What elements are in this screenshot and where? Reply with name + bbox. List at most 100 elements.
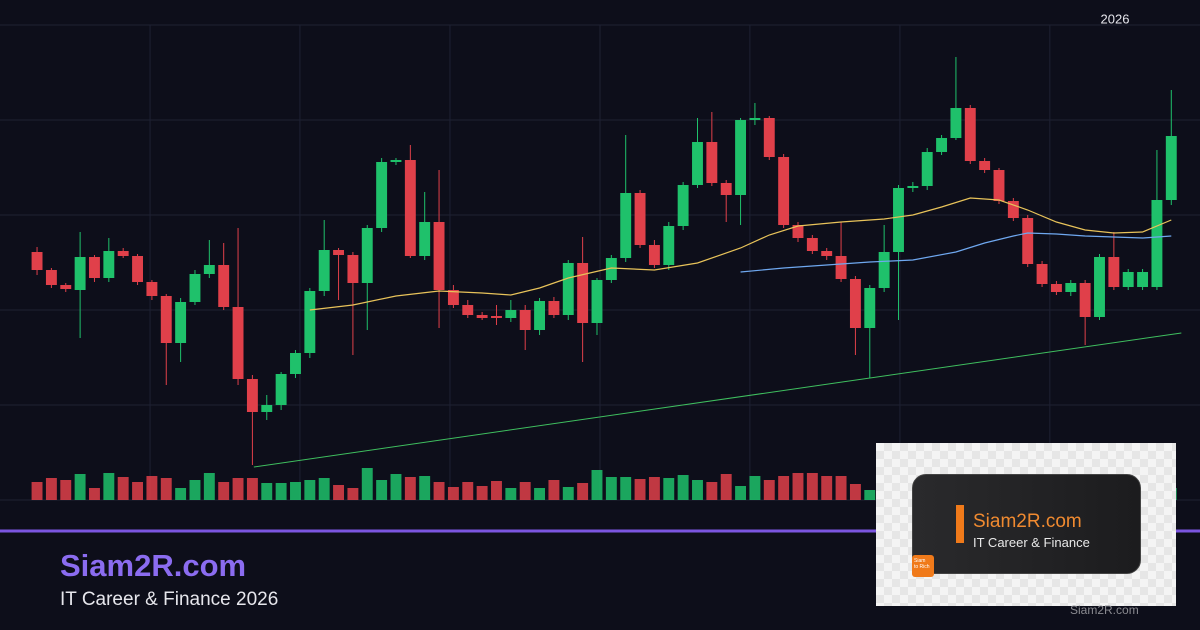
candle-body [778,157,790,225]
candle-body [878,252,890,288]
candle-body [979,161,991,170]
volume-bar [290,482,301,500]
candle-body [534,301,546,330]
candle-body [907,186,919,188]
volume-bar [720,474,732,500]
badge-bar [956,505,964,543]
volume-bar [376,480,388,500]
candle-body [519,310,531,330]
candle-body [404,160,416,256]
candle-body [893,188,904,252]
candle-body [376,162,388,228]
volume-bar [605,477,617,500]
trend-line [253,332,1182,468]
volume-bar [60,480,72,500]
candle-body [275,374,287,405]
candle-body [864,288,876,328]
volume-bar [232,478,244,500]
volume-bar [261,483,273,500]
candle-body [1165,136,1177,200]
candle-body [620,193,632,258]
volume-bar [160,478,172,500]
candle-body [1108,257,1120,287]
candle-body [749,118,761,120]
volume-bar [419,476,431,500]
candle-body [663,226,675,265]
volume-bar [347,488,359,500]
candle-body [950,108,962,138]
volume-bar [491,481,502,500]
candle-body [60,285,72,289]
volume-bar [706,482,718,500]
candle-body [304,291,316,353]
candle-body [146,282,158,296]
candle-body [505,310,517,318]
volume-bar [246,478,258,500]
candle-body [706,142,718,183]
volume-bar [806,473,818,500]
volume-bar [447,487,459,500]
logo-text: to Rich [914,564,930,570]
candle-body [318,250,330,291]
candle-body [763,118,775,157]
candle-body [577,263,589,323]
volume-bar [45,478,57,500]
candle-body [232,307,244,379]
volume-bar [74,474,86,500]
badge-subtitle: IT Career & Finance [973,535,1090,550]
volume-bar [146,476,158,500]
candle-body [1151,200,1163,287]
candle-body [1022,218,1034,264]
candle-body [491,316,502,318]
volume-bar [189,480,201,500]
candle-body [591,280,603,323]
volume-bar [476,486,488,500]
volume-bar [677,475,689,500]
candle-body [31,252,43,270]
badge-title: Siam2R.com [973,511,1082,532]
candle-body [189,274,201,302]
badge-logo: Siam to Rich [912,555,934,577]
candle-body [1079,283,1091,317]
volume-bar [620,477,632,500]
candle-body [1122,272,1134,287]
volume-bar [849,484,861,500]
candle-body [103,251,115,278]
candle-body [218,265,230,307]
volume-bar [203,473,215,500]
candle-body [921,152,933,186]
candle-body [605,258,617,280]
candle-body [203,265,215,274]
volume-bar [404,477,416,500]
candle-body [1065,283,1077,292]
volume-bar [132,482,144,500]
volume-bar [519,482,531,500]
volume-bar [275,483,287,500]
brand-subtitle: IT Career & Finance 2026 [60,589,279,610]
candle-body [964,108,976,161]
candle-body [361,228,373,283]
candle-body [447,290,459,305]
candle-body [677,185,689,226]
candle-body [433,222,445,290]
volume-bar [103,473,115,500]
volume-bar [548,480,560,500]
candle-body [1036,264,1048,284]
candle-body [1094,257,1105,317]
volume-bar [534,488,546,500]
candle-body [634,193,646,245]
year-label: 2026 [1101,11,1130,26]
badge: Siam2R.com IT Career & Finance Siam to R… [876,443,1176,606]
candle-body [74,257,86,290]
moving-average [309,197,1172,311]
candle-body [562,263,574,315]
candle-body [246,379,258,412]
candle-body [1137,272,1149,287]
candle-body [261,405,273,412]
candle-body [390,160,402,162]
watermark: Siam2R.com [1070,603,1139,617]
candle-body [476,315,488,318]
volume-bar [692,480,703,500]
brand-title: Siam2R.com [60,548,247,583]
candle-body [333,250,345,255]
